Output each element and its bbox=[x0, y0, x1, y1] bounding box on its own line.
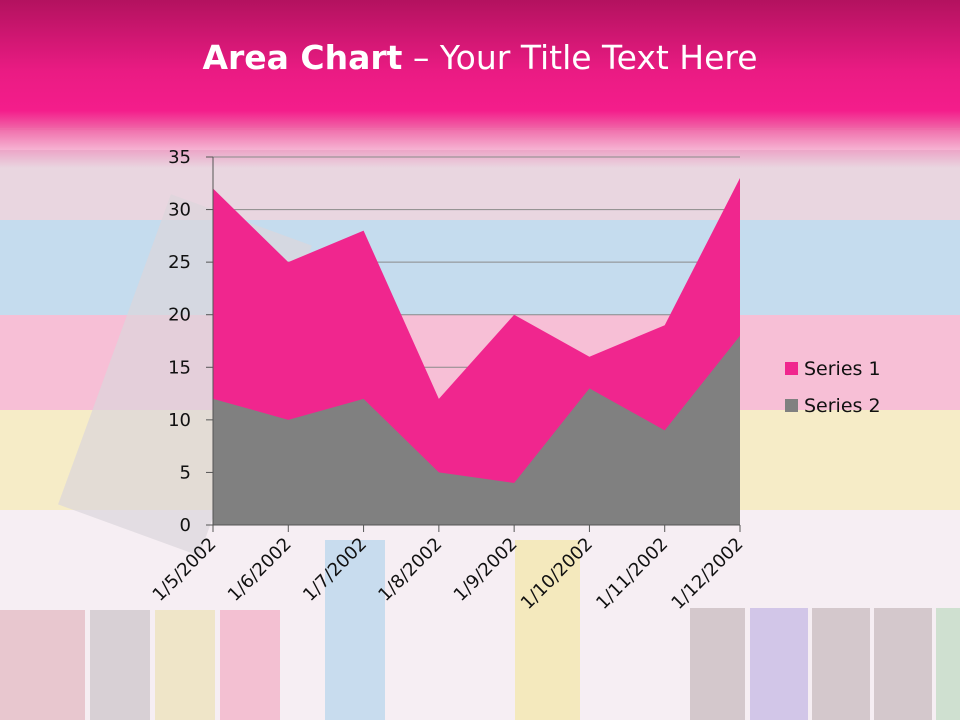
x-tick-label: 1/12/2002 bbox=[667, 534, 747, 614]
y-tick-label: 30 bbox=[168, 200, 191, 221]
x-tick-label: 1/11/2002 bbox=[592, 534, 672, 614]
y-tick-label: 25 bbox=[168, 252, 191, 273]
slide-title: Area Chart – Your Title Text Here bbox=[0, 38, 960, 77]
title-rest: – Your Title Text Here bbox=[402, 38, 758, 77]
y-tick-label: 10 bbox=[168, 410, 191, 431]
legend-label-series-2: Series 2 bbox=[804, 395, 881, 417]
x-tick-label: 1/9/2002 bbox=[450, 534, 522, 606]
x-tick-label: 1/6/2002 bbox=[224, 534, 296, 606]
y-tick-label: 15 bbox=[168, 357, 191, 378]
legend-swatch-series-2 bbox=[785, 399, 798, 412]
legend-label-series-1: Series 1 bbox=[804, 358, 881, 380]
area-series-2 bbox=[213, 335, 740, 525]
y-tick-label: 0 bbox=[180, 515, 191, 536]
x-tick-label: 1/10/2002 bbox=[517, 534, 597, 614]
title-bar-fade bbox=[0, 128, 960, 168]
y-tick-label: 5 bbox=[180, 462, 191, 483]
title-bar bbox=[0, 0, 960, 130]
y-tick-label: 20 bbox=[168, 305, 191, 326]
x-tick-label: 1/7/2002 bbox=[299, 534, 371, 606]
x-tick-label: 1/8/2002 bbox=[374, 534, 446, 606]
legend-swatch-series-1 bbox=[785, 362, 798, 375]
x-tick-label: 1/5/2002 bbox=[149, 534, 221, 606]
y-tick-label: 35 bbox=[168, 147, 191, 168]
title-bold: Area Chart bbox=[202, 38, 403, 77]
